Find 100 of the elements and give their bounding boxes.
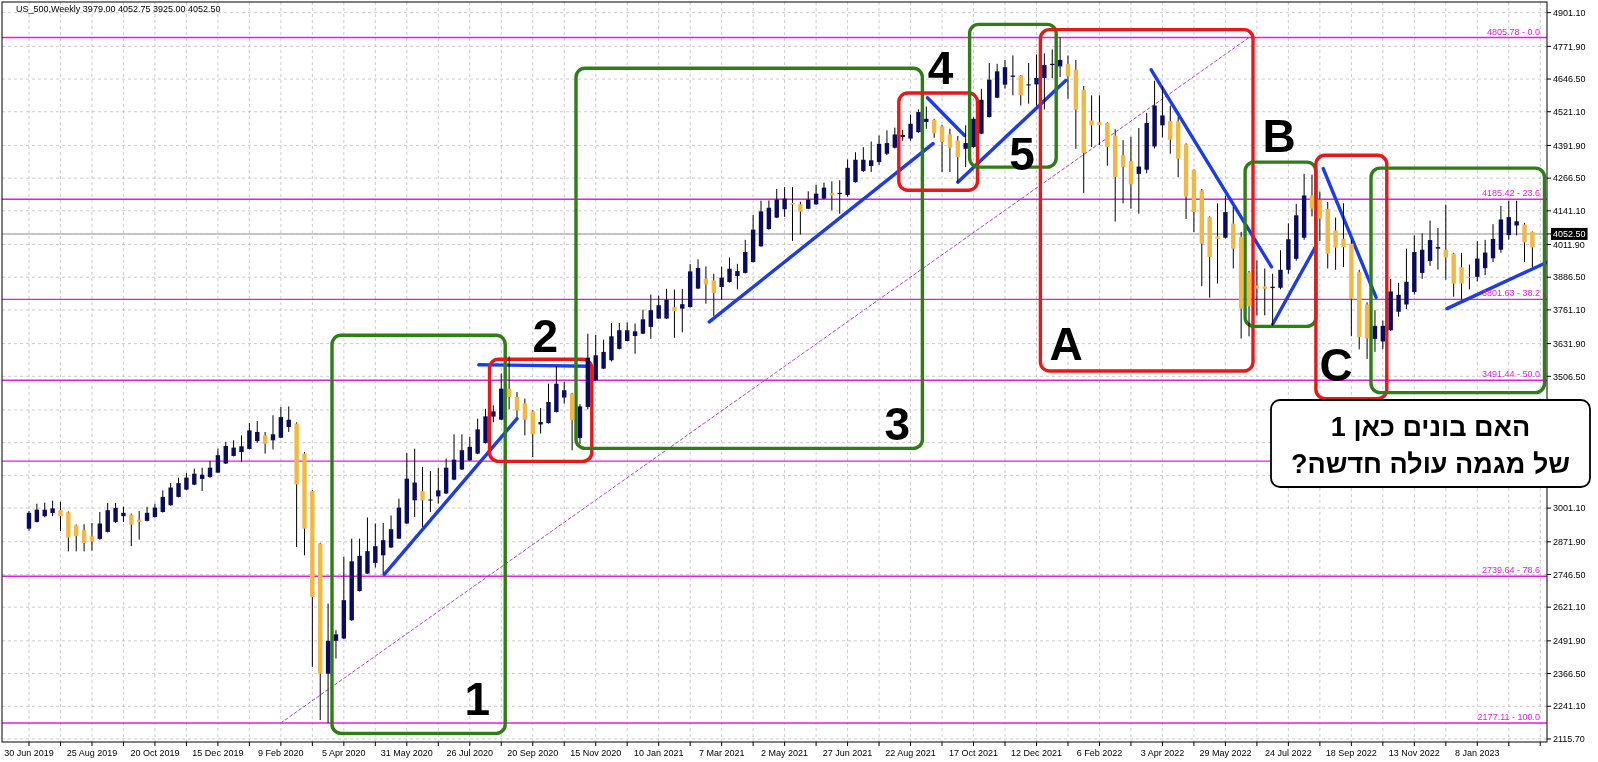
x-tick-label: 5 Apr 2020 [322,748,366,758]
candlestick [459,433,465,471]
y-tick-label: 4391.90 [1553,140,1586,151]
candlestick [727,257,732,284]
candlestick [215,448,221,474]
x-tick-label: 15 Nov 2020 [570,748,622,758]
x-tick-label: 10 Jan 2021 [633,748,684,758]
annotation: של מגמה עולה חדשה? [1290,449,1571,480]
candlestick [939,124,945,173]
candlestick [719,266,724,301]
candlestick [1168,105,1173,155]
candlestick [774,188,779,219]
candlestick [1042,52,1047,110]
candlestick [1089,94,1094,148]
y-tick-label: 3761.10 [1553,305,1586,316]
ref-line-label: 3491.44 - 50.0 [1481,369,1540,380]
annotation: A [1049,318,1083,370]
y-tick-label: 4011.90 [1553,239,1585,250]
candlestick [648,294,654,340]
y-tick-label: 3506.50 [1553,371,1586,382]
candlestick [955,135,960,183]
candlestick [262,431,268,455]
y-tick-label: 2621.10 [1553,602,1586,613]
y-tick-label: 3001.10 [1553,503,1586,514]
annotation: B [1262,110,1296,162]
candlestick [1278,249,1283,290]
candlestick [538,407,543,435]
x-tick-label: 20 Oct 2019 [130,748,180,758]
annotation: 4 [927,42,954,95]
candlestick [1404,248,1409,310]
candlestick [1309,174,1315,217]
candlestick [1034,53,1039,107]
candlestick [1427,220,1433,267]
candlestick [546,383,551,425]
candlestick [672,289,677,339]
y-tick-label: 4771.90 [1553,41,1586,52]
candlestick [1097,94,1102,146]
candlestick [695,258,701,290]
x-tick-label: 13 Nov 2022 [1388,748,1440,758]
candlestick [1026,62,1031,105]
candlestick [1262,267,1267,316]
candlestick [436,467,441,505]
candlestick [1530,230,1535,268]
candlestick [1128,136,1134,210]
x-tick-label: 24 Jul 2022 [1265,748,1312,758]
candlestick [1105,121,1110,167]
candlestick [1002,59,1008,90]
annotation: 2 [532,309,559,362]
ref-line-label: 2739.64 - 78.6 [1481,565,1540,576]
candlestick [798,201,803,236]
candlestick [1120,139,1126,204]
y-tick-label: 4646.50 [1553,74,1586,85]
candlestick [1443,204,1448,281]
annotation: C [1319,339,1353,391]
candlestick [640,309,646,335]
candlestick [782,186,787,218]
ref-line-label: 2177.11 - 100.0 [1477,711,1540,722]
annotation: האם בונים כאן 1 [1330,412,1531,442]
y-tick-label: 2366.50 [1553,668,1586,679]
candlestick [129,513,134,547]
candlestick [255,420,260,444]
candlestick [530,409,535,458]
candlestick [168,482,173,507]
x-tick-label: 9 Feb 2020 [258,748,304,758]
x-tick-label: 15 Dec 2019 [192,748,244,758]
y-tick-label: 4521.10 [1553,106,1586,117]
x-tick-label: 8 Jan 2023 [1455,748,1500,758]
x-tick-label: 18 Sep 2022 [1325,748,1377,758]
candlestick [924,106,929,130]
x-tick-label: 30 Jun 2019 [4,748,54,758]
y-tick-label: 4266.50 [1553,173,1586,184]
y-tick-label: 4141.10 [1553,206,1586,217]
candlestick [113,502,118,524]
candlestick [790,186,795,242]
candlestick [239,434,244,463]
candlestick [373,522,378,569]
candlestick [743,239,748,274]
candlestick [1215,202,1220,285]
y-tick-label: 3631.90 [1553,338,1586,349]
candlestick [869,141,874,173]
candlestick [81,523,87,552]
candlestick [711,273,716,317]
candlestick [1341,202,1346,268]
candlestick [1333,217,1338,271]
x-tick-label: 31 May 2020 [380,748,433,758]
candlestick [884,129,890,156]
candlestick [451,433,457,481]
candlestick [861,146,866,173]
x-tick-label: 25 Aug 2019 [66,748,118,758]
candlestick [916,108,921,134]
x-tick-label: 26 Jul 2020 [446,748,494,758]
candlestick [58,501,63,532]
candlestick [1475,240,1480,283]
candlestick [963,124,968,168]
candlestick [428,470,433,513]
candlestick [1372,309,1378,353]
candlestick [853,151,858,184]
candlestick [1396,282,1401,318]
y-tick-label: 4052.50 [1553,229,1586,240]
ref-line-label: 4805.78 - 0.0 [1486,26,1540,37]
